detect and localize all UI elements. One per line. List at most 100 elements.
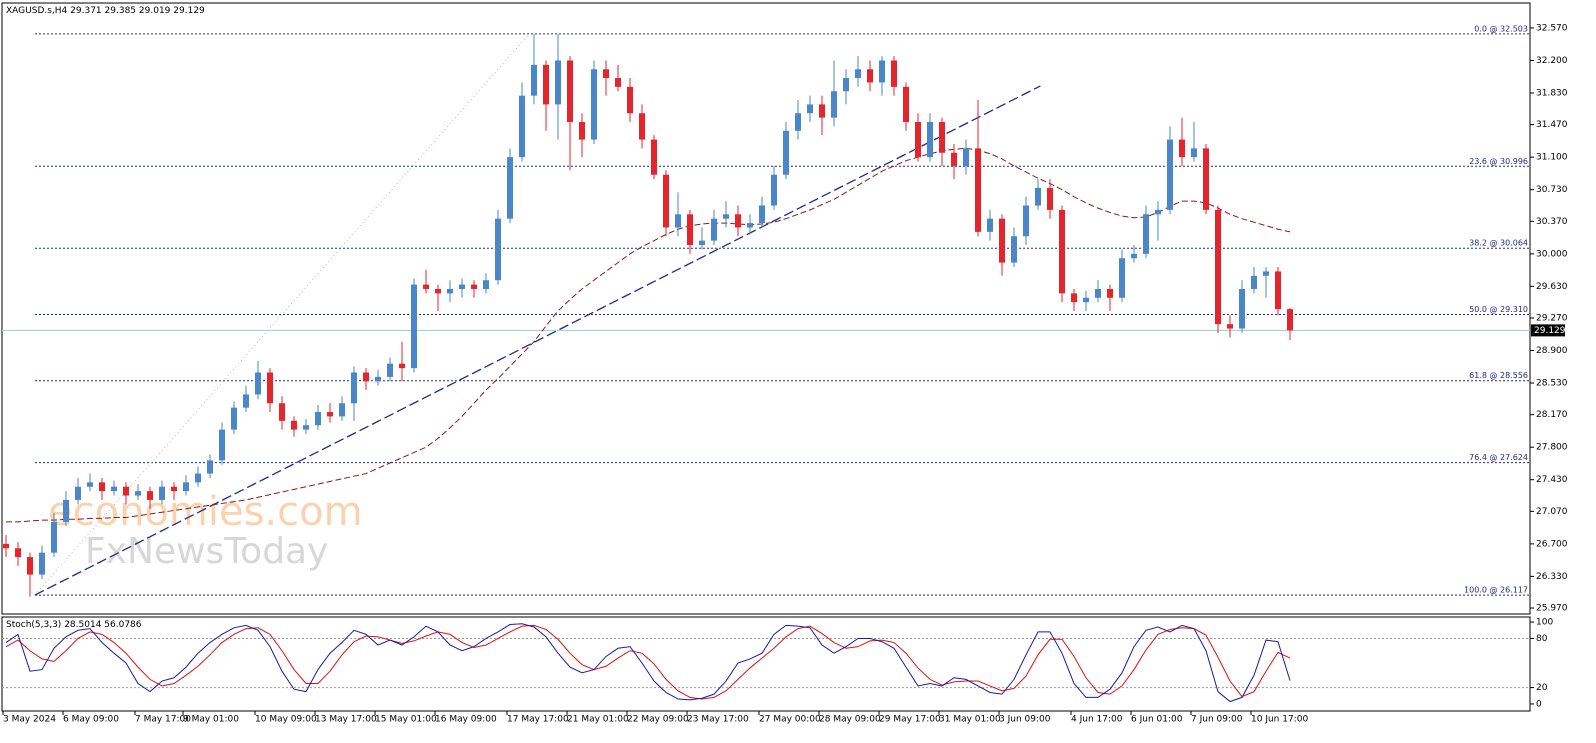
- stoch-panel: [1, 616, 1531, 712]
- candle-body: [507, 157, 513, 219]
- candle-body: [723, 214, 729, 219]
- candle-body: [171, 486, 177, 492]
- candle-body: [675, 214, 681, 228]
- candle-body: [459, 284, 465, 289]
- candle-body: [1107, 288, 1113, 298]
- open: 29.371: [70, 6, 102, 16]
- candle-body: [471, 284, 477, 289]
- candle-body: [1179, 139, 1185, 158]
- candle-body: [51, 521, 57, 553]
- candle-body: [483, 280, 489, 289]
- candle-body: [1035, 187, 1041, 206]
- candle-body: [771, 174, 777, 206]
- fib-label: 100.0 @ 26.117: [1464, 586, 1528, 595]
- candle-body: [999, 218, 1005, 263]
- x-tick-label: 6 Jun 01:00: [1131, 715, 1183, 725]
- y-tick-label: 32.200: [1536, 56, 1568, 66]
- candle-body: [735, 214, 741, 228]
- candle-body: [87, 482, 93, 487]
- close: 29.129: [173, 6, 205, 16]
- candle-body: [891, 60, 897, 87]
- candle-body: [879, 60, 885, 83]
- candle-body: [567, 60, 573, 123]
- trendline: [34, 85, 1041, 596]
- candle-body: [855, 69, 861, 79]
- candle-body: [555, 60, 561, 105]
- x-tick-label: 16 May 09:00: [435, 715, 497, 725]
- candle-body: [1155, 209, 1161, 215]
- candle-body: [627, 86, 633, 114]
- candle-body: [3, 543, 9, 549]
- candle-body: [1263, 271, 1269, 276]
- candle-body: [1143, 214, 1149, 254]
- candle-body: [135, 491, 141, 496]
- candle-body: [1287, 309, 1293, 331]
- candle-body: [579, 122, 585, 140]
- candle-body: [231, 407, 237, 430]
- fib-label: 23.6 @ 30.996: [1469, 157, 1528, 166]
- candle-body: [1095, 288, 1101, 298]
- candle-body: [975, 148, 981, 232]
- y-tick-label: 30.370: [1536, 217, 1568, 227]
- symbol: XAGUSD.s,H4: [6, 6, 68, 16]
- price-tag-label: 29.129: [1534, 326, 1566, 336]
- moving-average: [6, 147, 1291, 523]
- candle-body: [447, 288, 453, 294]
- candle-body: [603, 69, 609, 79]
- y-tick-label: 28.900: [1536, 346, 1568, 356]
- candle-body: [1203, 148, 1209, 210]
- x-tick-label: 27 May 00:00: [759, 715, 821, 725]
- candle-body: [591, 69, 597, 140]
- stoch-d: 56.0786: [104, 620, 141, 630]
- candle-body: [411, 284, 417, 369]
- stoch-title: Stoch(5,3,3) 28.5014 56.0786: [6, 620, 142, 630]
- candle-body: [75, 486, 81, 500]
- x-tick-label: 23 May 17:00: [687, 715, 749, 725]
- fib-label: 0.0 @ 32.503: [1474, 24, 1528, 33]
- candle-body: [339, 403, 345, 417]
- x-tick-label: 9 May 01:00: [183, 715, 239, 725]
- candle-body: [1011, 236, 1017, 263]
- candle-body: [543, 64, 549, 105]
- candle-body: [807, 104, 813, 114]
- y-tick-label: 30.730: [1536, 185, 1568, 195]
- candle-body: [63, 499, 69, 522]
- fib-anchor: [34, 33, 530, 596]
- y-tick-label: 31.830: [1536, 88, 1568, 98]
- candle-body: [915, 122, 921, 158]
- candle-body: [615, 78, 621, 87]
- x-tick-label: 31 May 01:00: [939, 715, 1001, 725]
- y-tick-label: 28.170: [1536, 410, 1568, 420]
- fib-label: 50.0 @ 29.310: [1469, 305, 1528, 314]
- low: 29.019: [139, 6, 171, 16]
- stoch-tick-label: 0: [1536, 699, 1542, 709]
- candle-body: [795, 113, 801, 131]
- stoch-k: 28.5014: [64, 620, 101, 630]
- y-tick-label: 31.470: [1536, 120, 1568, 130]
- y-tick-label: 25.970: [1536, 604, 1568, 614]
- candle-body: [1251, 275, 1257, 289]
- candle-body: [147, 491, 153, 500]
- candle-body: [423, 284, 429, 289]
- candle-body: [699, 240, 705, 246]
- candle-body: [1239, 288, 1245, 329]
- candle-body: [519, 95, 525, 158]
- candle-body: [1227, 324, 1233, 329]
- candle-body: [987, 218, 993, 232]
- candle-body: [327, 412, 333, 417]
- watermark: economies.com: [48, 489, 363, 535]
- candle-body: [531, 64, 537, 96]
- candle-body: [363, 372, 369, 382]
- candle-body: [759, 205, 765, 224]
- candle-body: [927, 122, 933, 158]
- candle-body: [1131, 253, 1137, 259]
- candle-body: [1119, 258, 1125, 298]
- candle-body: [951, 152, 957, 166]
- candle-body: [267, 372, 273, 404]
- y-tick-label: 27.070: [1536, 507, 1568, 517]
- candle-body: [27, 557, 33, 575]
- fib-label: 61.8 @ 28.556: [1469, 371, 1528, 380]
- candle-body: [15, 548, 21, 558]
- candle-body: [1071, 293, 1077, 303]
- y-tick-label: 26.700: [1536, 539, 1568, 549]
